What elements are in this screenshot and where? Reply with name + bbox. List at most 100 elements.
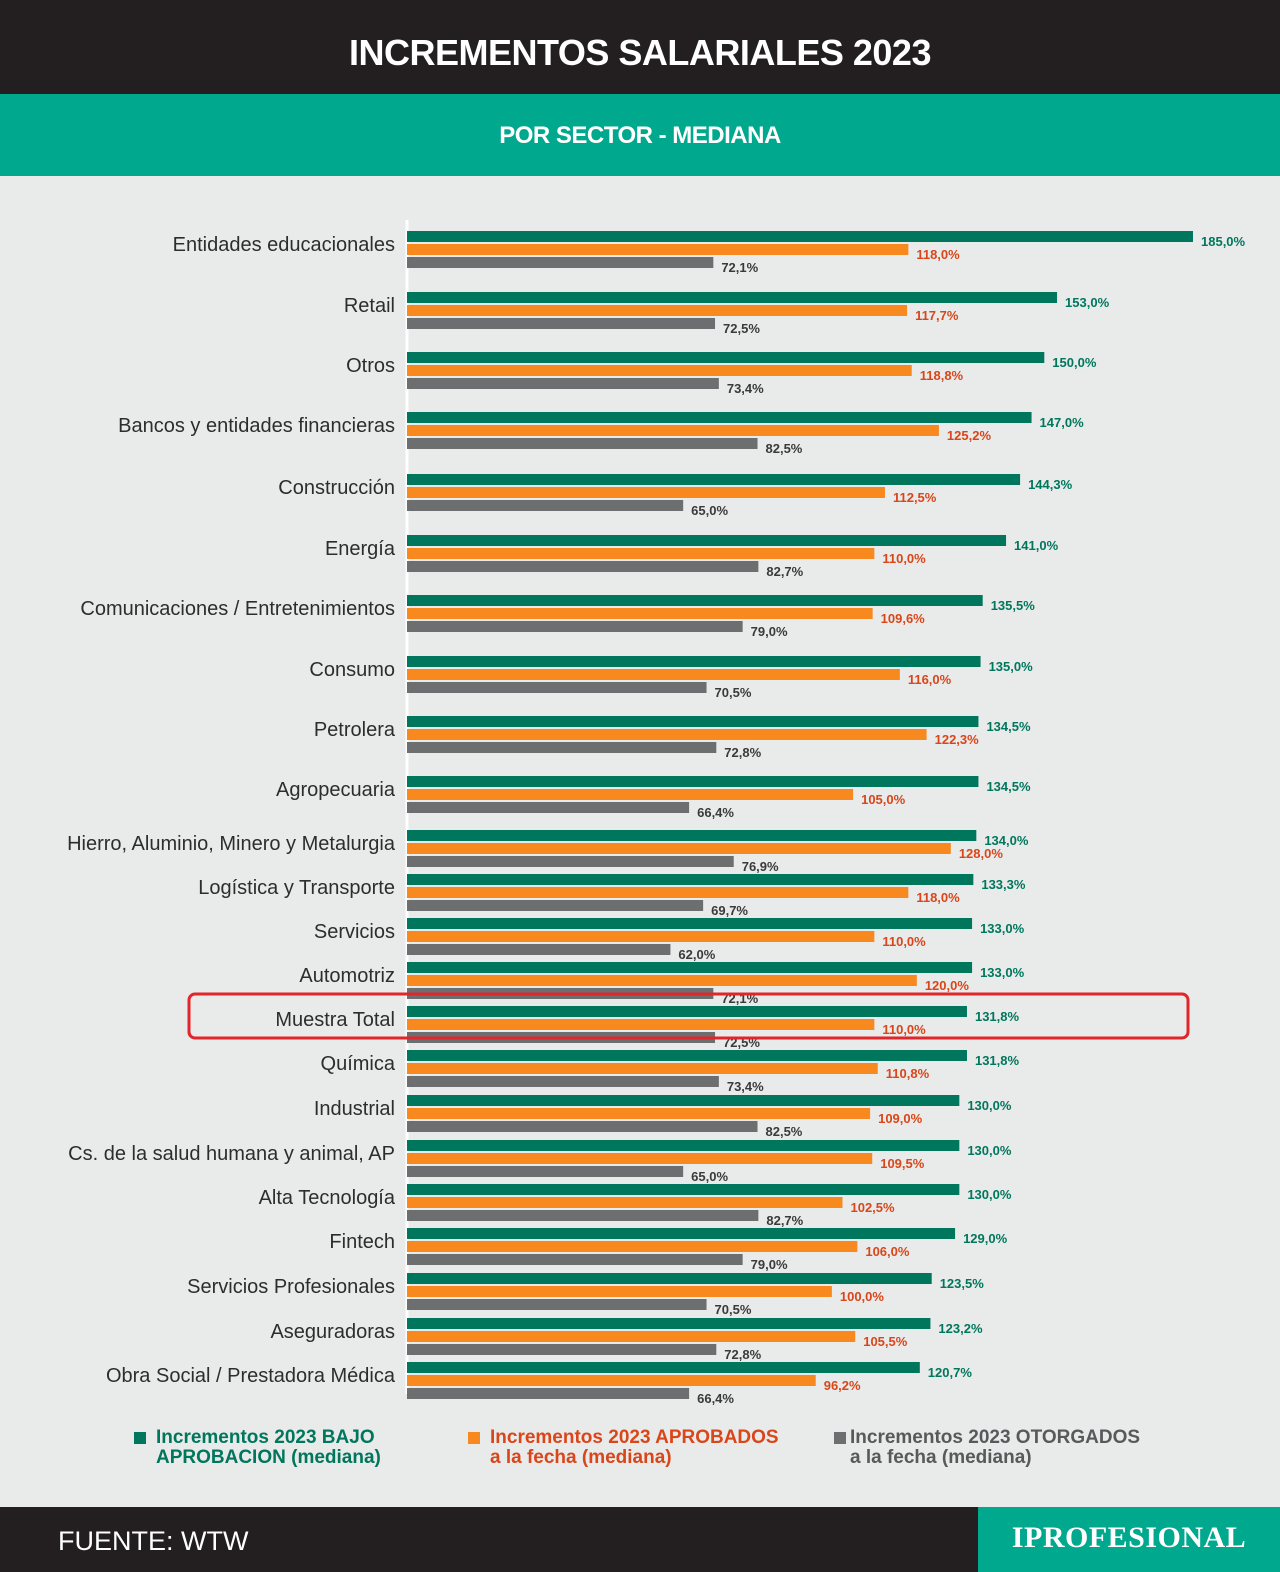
bar-aprobados	[407, 365, 912, 376]
bar-bajo-aprobacion	[407, 474, 1021, 485]
bar-otorgados	[407, 742, 717, 753]
bar-otorgados	[407, 438, 758, 449]
bar-otorgados	[407, 621, 743, 632]
data-label-bajo-aprobacion: 130,0%	[967, 1143, 1012, 1158]
data-label-aprobados: 116,0%	[908, 672, 952, 687]
data-label-otorgados: 72,8%	[724, 1347, 761, 1362]
data-label-otorgados: 70,5%	[715, 1302, 752, 1317]
data-label-aprobados: 100,0%	[840, 1289, 885, 1304]
subtitle-bar	[0, 94, 1280, 176]
data-label-bajo-aprobacion: 133,0%	[980, 965, 1025, 980]
data-label-bajo-aprobacion: 133,0%	[980, 921, 1025, 936]
data-label-bajo-aprobacion: 135,0%	[989, 659, 1034, 674]
data-label-bajo-aprobacion: 134,5%	[986, 779, 1031, 794]
bar-bajo-aprobacion	[407, 1318, 931, 1329]
legend-swatch	[468, 1432, 480, 1444]
bar-otorgados	[407, 378, 719, 389]
bar-aprobados	[407, 1063, 878, 1074]
legend-label-line2: APROBACION (mediana)	[156, 1447, 381, 1468]
category-label: Comunicaciones / Entretenimientos	[80, 598, 395, 620]
bar-chart: Entidades educacionales 185,0% 118,0% 72,1%…	[67, 220, 1246, 1406]
bar-bajo-aprobacion	[407, 716, 979, 727]
category-label: Muestra Total	[275, 1009, 395, 1031]
legend-label-line1: Incrementos 2023 APROBADOS	[490, 1427, 779, 1448]
data-label-otorgados: 82,7%	[766, 564, 803, 579]
category-label: Obra Social / Prestadora Médica	[106, 1365, 396, 1387]
bar-otorgados	[407, 1388, 690, 1399]
bar-aprobados	[407, 1153, 873, 1164]
bar-bajo-aprobacion	[407, 776, 979, 787]
data-label-bajo-aprobacion: 134,0%	[984, 833, 1029, 848]
legend-label-line2: a la fecha (mediana)	[490, 1447, 672, 1468]
bar-otorgados	[407, 1210, 759, 1221]
bar-aprobados	[407, 975, 917, 986]
bar-aprobados	[407, 1331, 856, 1342]
bar-bajo-aprobacion	[407, 656, 981, 667]
data-label-bajo-aprobacion: 134,5%	[986, 719, 1031, 734]
bar-otorgados	[407, 944, 671, 955]
category-label: Energía	[325, 538, 396, 560]
brand-box	[978, 1507, 1280, 1572]
data-label-otorgados: 79,0%	[751, 624, 788, 639]
legend-label-line2: a la fecha (mediana)	[850, 1447, 1032, 1468]
data-label-bajo-aprobacion: 123,2%	[938, 1321, 983, 1336]
bar-bajo-aprobacion	[407, 962, 973, 973]
bar-bajo-aprobacion	[407, 595, 983, 606]
data-label-otorgados: 66,4%	[697, 805, 734, 820]
bar-otorgados	[407, 318, 716, 329]
legend-swatch	[834, 1432, 846, 1444]
bar-aprobados	[407, 1197, 843, 1208]
bar-aprobados	[407, 244, 909, 255]
legend-label-line1: Incrementos 2023 BAJO	[156, 1427, 375, 1448]
category-label: Entidades educacionales	[173, 234, 395, 256]
category-label: Fintech	[329, 1231, 395, 1253]
bar-bajo-aprobacion	[407, 535, 1007, 546]
data-label-otorgados: 82,5%	[766, 441, 803, 456]
data-label-otorgados: 66,4%	[697, 1391, 734, 1406]
title-bar	[0, 0, 1280, 94]
data-label-aprobados: 118,8%	[920, 368, 964, 383]
bar-bajo-aprobacion	[407, 1006, 967, 1017]
bar-otorgados	[407, 561, 759, 572]
bar-otorgados	[407, 682, 707, 693]
brand-logo: IPROFESIONAL	[1011, 1521, 1247, 1554]
data-label-aprobados: 110,0%	[882, 934, 926, 949]
data-label-bajo-aprobacion: 135,5%	[991, 598, 1036, 613]
data-label-otorgados: 73,4%	[727, 381, 764, 396]
data-label-aprobados: 102,5%	[850, 1200, 895, 1215]
data-label-aprobados: 110,0%	[882, 1022, 926, 1037]
data-label-aprobados: 117,7%	[915, 308, 959, 323]
category-label: Petrolera	[314, 719, 396, 741]
data-label-bajo-aprobacion: 131,8%	[975, 1053, 1020, 1068]
data-label-aprobados: 109,5%	[880, 1156, 925, 1171]
data-label-aprobados: 110,8%	[886, 1066, 930, 1081]
data-label-otorgados: 65,0%	[691, 503, 728, 518]
bar-bajo-aprobacion	[407, 830, 977, 841]
page-subtitle: POR SECTOR - MEDIANA	[499, 122, 781, 149]
bar-otorgados	[407, 257, 714, 268]
data-label-otorgados: 72,1%	[721, 260, 758, 275]
bar-bajo-aprobacion	[407, 1095, 960, 1106]
data-label-aprobados: 105,5%	[863, 1334, 908, 1349]
data-label-otorgados: 65,0%	[691, 1169, 728, 1184]
category-label: Agropecuaria	[276, 779, 396, 801]
bar-aprobados	[407, 548, 875, 559]
data-label-bajo-aprobacion: 141,0%	[1014, 538, 1059, 553]
data-label-otorgados: 82,7%	[766, 1213, 803, 1228]
data-label-otorgados: 82,5%	[766, 1124, 803, 1139]
bar-otorgados	[407, 1299, 707, 1310]
bar-otorgados	[407, 1166, 684, 1177]
data-label-bajo-aprobacion: 147,0%	[1040, 415, 1085, 430]
category-label: Otros	[346, 355, 395, 377]
bar-aprobados	[407, 1286, 832, 1297]
bar-aprobados	[407, 608, 873, 619]
bar-bajo-aprobacion	[407, 1362, 920, 1373]
bar-otorgados	[407, 802, 690, 813]
bar-otorgados	[407, 900, 704, 911]
data-label-aprobados: 128,0%	[959, 846, 1004, 861]
data-label-bajo-aprobacion: 185,0%	[1201, 234, 1246, 249]
data-label-bajo-aprobacion: 144,3%	[1028, 477, 1073, 492]
data-label-otorgados: 70,5%	[715, 685, 752, 700]
category-label: Construcción	[278, 477, 395, 499]
highlight-box	[187, 992, 1190, 1040]
